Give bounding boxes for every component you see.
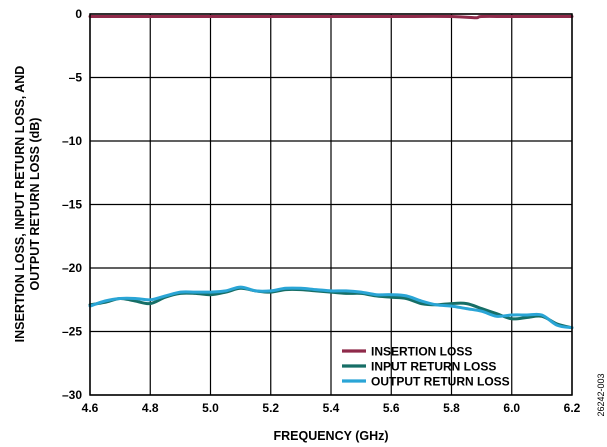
y-tick-label: –5 [69,71,83,85]
y-tick-label: 0 [75,7,82,21]
legend-label: INPUT RETURN LOSS [371,360,496,374]
plot-area-border [89,13,573,396]
y-tick-label: –15 [62,198,82,212]
x-tick-label: 5.2 [262,401,279,415]
figure-id: 26242-003 [596,373,606,416]
x-tick-label: 5.6 [383,401,400,415]
x-tick-label: 5.8 [443,401,460,415]
y-tick-label: –20 [62,261,82,275]
insertion-loss-line [88,14,574,20]
y-tick-label: –10 [62,134,82,148]
x-tick-label: 6.2 [564,401,581,415]
y-axis-title-line-2: OUTPUT RETURN LOSS (dB) [28,118,42,291]
x-tick-label: 4.6 [82,401,99,415]
y-axis-title-line-1: INSERTION LOSS, INPUT RETURN LOSS, AND [13,66,27,343]
legend-label: INSERTION LOSS [371,345,472,359]
tick-labels: 4.6 4.8 5.0 5.2 5.4 5.6 5.8 6.0 6.2 0 –5 –10 –15 –20 –… [62,7,581,415]
x-tick-label: 6.0 [503,401,520,415]
x-tick-label: 4.8 [142,401,159,415]
grid [89,13,573,396]
x-axis-title: FREQUENCY (GHz) [273,429,388,443]
x-tick-label: 5.0 [202,401,219,415]
y-tick-label: –25 [62,325,82,339]
x-tick-label: 5.4 [323,401,340,415]
output-return-loss-line [88,285,574,330]
y-tick-label: –30 [62,388,82,402]
series-lines [88,14,574,330]
legend-label: OUTPUT RETURN LOSS [371,375,510,389]
